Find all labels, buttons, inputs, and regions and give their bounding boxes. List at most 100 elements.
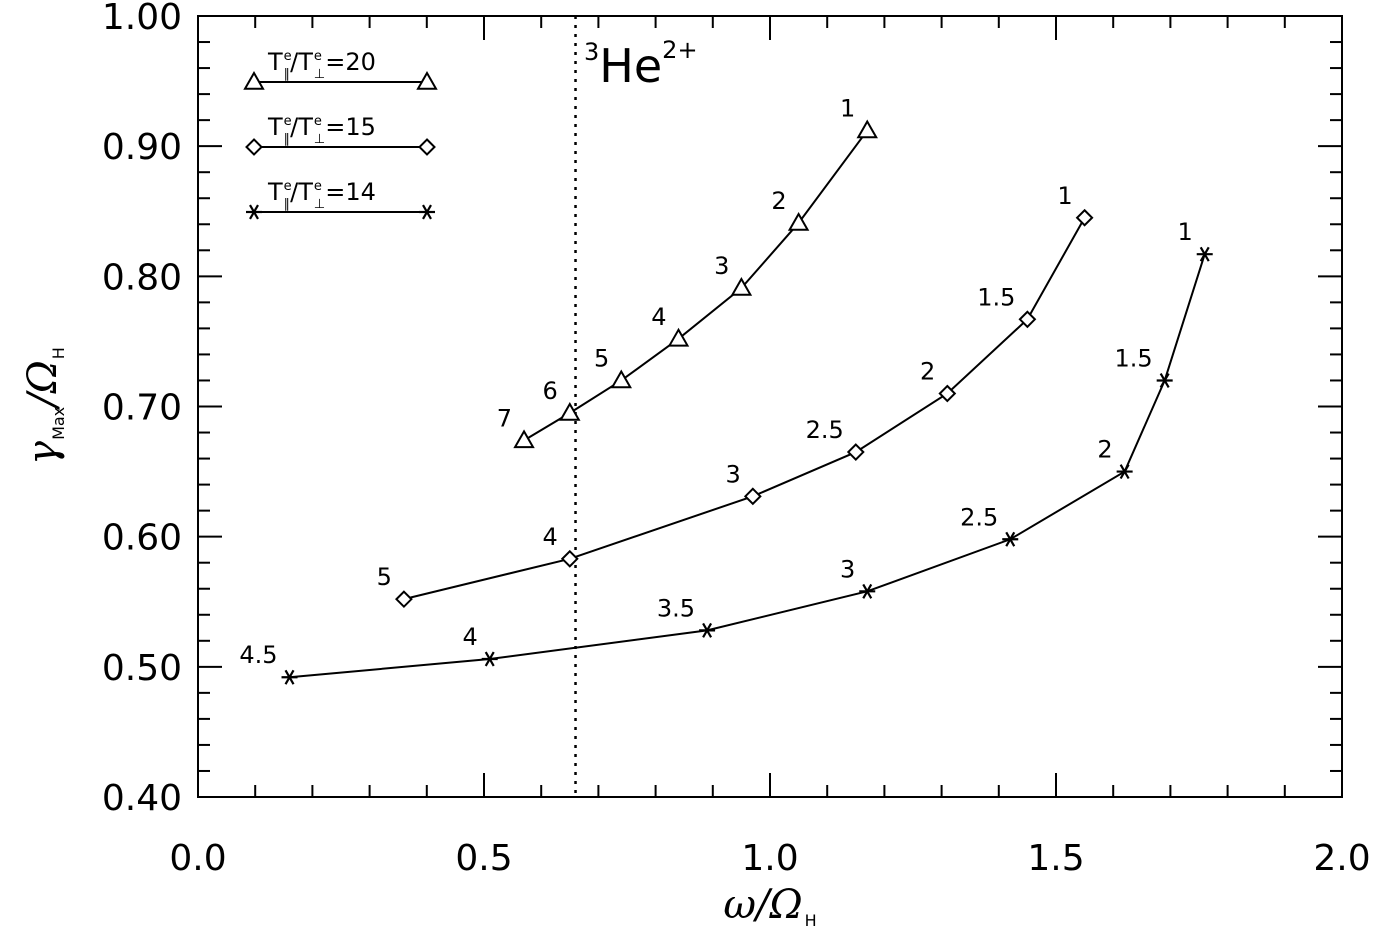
legend-marker-triangle bbox=[243, 70, 265, 90]
series-line bbox=[523, 129, 869, 442]
x-axis-title-sub: H bbox=[805, 911, 817, 930]
legend-label-part: ⊥ bbox=[314, 197, 325, 212]
series-line bbox=[289, 253, 1206, 679]
legend-ratio: =14 bbox=[325, 178, 376, 206]
legend-item: Te ∥/Te ⊥=14 bbox=[246, 178, 435, 220]
data-point-asterisk bbox=[281, 669, 298, 685]
asterisk-stroke bbox=[702, 622, 713, 638]
asterisk-stroke bbox=[1199, 246, 1210, 262]
point-label: 4 bbox=[543, 523, 558, 551]
data-point-diamond bbox=[846, 443, 865, 461]
point-label: 2 bbox=[1097, 436, 1112, 464]
data-point-triangle bbox=[667, 327, 690, 347]
point-label: 2.5 bbox=[806, 416, 844, 444]
point-label: 7 bbox=[497, 404, 512, 432]
y-axis-title-rest: /Ω bbox=[20, 360, 66, 411]
asterisk-stroke bbox=[862, 583, 873, 599]
legend-item: Te ∥/Te ⊥=20 bbox=[243, 48, 438, 90]
point-label: 1.5 bbox=[1115, 344, 1153, 372]
y-axis-title-gamma: γ bbox=[20, 441, 66, 465]
x-tick-label: 1.0 bbox=[741, 838, 798, 879]
point-label: 2 bbox=[771, 187, 786, 215]
legend-label-part: T bbox=[267, 178, 283, 206]
legend-label-part: e bbox=[284, 114, 292, 129]
point-label: 5 bbox=[377, 563, 392, 591]
legend-marker-triangle bbox=[416, 70, 438, 90]
asterisk-stroke bbox=[1005, 531, 1016, 547]
y-tick-label: 0.80 bbox=[102, 257, 182, 298]
legend-label-part: ∥ bbox=[284, 132, 291, 147]
asterisk-stroke bbox=[422, 204, 432, 220]
legend-label-part: e bbox=[284, 49, 292, 64]
point-label: 2.5 bbox=[960, 503, 998, 531]
y-tick-label: 0.40 bbox=[102, 778, 182, 819]
point-label: 5 bbox=[594, 344, 609, 372]
data-point-diamond bbox=[938, 384, 957, 403]
asterisk-stroke bbox=[284, 669, 295, 685]
series-layer: 7 6 5 4 3 2 1 5 4 3 2.5 2 1.5 1 4.5 4 3.5 3 2.5 2 1.5 1 bbox=[239, 95, 1213, 685]
data-point-triangle bbox=[610, 369, 633, 389]
data-point-asterisk bbox=[481, 651, 498, 667]
series-diamond: 5 4 3 2.5 2 1.5 1 bbox=[377, 182, 1094, 609]
x-axis-title: ω/Ω H bbox=[723, 882, 816, 930]
axis-ticks bbox=[197, 15, 1343, 798]
x-tick-labels: 0.0 0.5 1.0 1.5 2.0 bbox=[169, 838, 1370, 879]
data-point-diamond bbox=[560, 549, 579, 568]
legend-label-part: /T bbox=[290, 48, 313, 76]
x-tick-label: 0.5 bbox=[455, 838, 512, 879]
legend-label-part: e bbox=[314, 114, 322, 129]
legend-label-part: T bbox=[267, 113, 283, 141]
legend-marker-asterisk bbox=[246, 204, 262, 220]
point-label: 1 bbox=[1177, 218, 1192, 246]
asterisk-stroke bbox=[1159, 372, 1170, 388]
y-tick-labels: 0.40 0.50 0.60 0.70 0.80 0.90 1.00 bbox=[102, 0, 182, 819]
legend-label-part: ∥ bbox=[284, 67, 291, 82]
legend-label-part: e bbox=[314, 179, 322, 194]
data-point-asterisk bbox=[859, 583, 876, 599]
ion-charge: 2+ bbox=[662, 36, 697, 64]
legend-label-part: ∥ bbox=[284, 197, 291, 212]
data-point-triangle bbox=[856, 119, 878, 139]
legend-label-part: T bbox=[267, 48, 283, 76]
legend-label-part: /T bbox=[290, 178, 313, 206]
point-label: 4.5 bbox=[239, 641, 277, 669]
point-label: 3 bbox=[714, 252, 729, 280]
point-label: 3.5 bbox=[657, 594, 695, 622]
legend-marker-diamond bbox=[245, 138, 263, 156]
legend-label: Te ∥/Te ⊥=14 bbox=[267, 178, 376, 212]
point-label: 3 bbox=[840, 555, 855, 583]
legend-label-part: ⊥ bbox=[314, 67, 325, 82]
data-point-diamond bbox=[1018, 310, 1037, 329]
point-label: 4 bbox=[651, 303, 666, 331]
data-point-asterisk bbox=[1196, 246, 1213, 262]
asterisk-stroke bbox=[249, 204, 259, 220]
legend-ratio: =15 bbox=[325, 113, 376, 141]
series-triangle: 7 6 5 4 3 2 1 bbox=[497, 95, 878, 449]
point-label: 1.5 bbox=[977, 283, 1015, 311]
y-tick-label: 0.60 bbox=[102, 518, 182, 559]
x-tick-label: 0.0 bbox=[169, 838, 226, 879]
data-point-diamond bbox=[743, 487, 762, 506]
y-tick-label: 0.50 bbox=[102, 648, 182, 689]
point-label: 2 bbox=[920, 357, 935, 385]
point-label: 3 bbox=[726, 460, 741, 488]
data-point-triangle bbox=[513, 429, 535, 449]
data-point-asterisk bbox=[1116, 464, 1133, 480]
y-axis-title-sub-h: H bbox=[49, 347, 68, 359]
legend-ratio: =20 bbox=[325, 48, 376, 76]
data-point-triangle bbox=[787, 211, 810, 231]
x-axis-title-main: ω/Ω bbox=[723, 882, 802, 928]
y-tick-label: 1.00 bbox=[102, 0, 182, 38]
data-point-asterisk bbox=[1156, 372, 1173, 388]
x-tick-label: 2.0 bbox=[1313, 838, 1370, 879]
y-tick-label: 0.90 bbox=[102, 127, 182, 168]
asterisk-stroke bbox=[484, 651, 495, 667]
ion-annotation: 3He2+ bbox=[584, 36, 698, 93]
data-point-triangle bbox=[559, 401, 581, 421]
legend-label-part: ⊥ bbox=[314, 132, 325, 147]
legend-label-part: e bbox=[314, 49, 322, 64]
point-label: 1 bbox=[1057, 182, 1072, 210]
series-asterisk: 4.5 4 3.5 3 2.5 2 1.5 1 bbox=[239, 218, 1213, 685]
